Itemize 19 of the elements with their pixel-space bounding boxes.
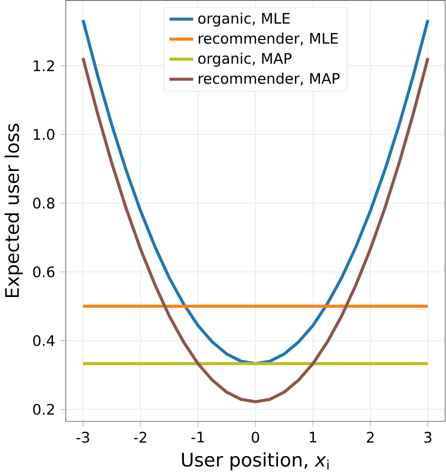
x-tick-label: 0 (252, 432, 260, 443)
legend-label: recommender, MLE (199, 32, 338, 46)
y-tick-label: 0.8 (33, 198, 55, 209)
x-tick-label: 3 (424, 432, 432, 443)
x-tick-label: -2 (134, 432, 147, 443)
y-tick-label: 0.4 (33, 335, 55, 346)
y-tick-label: 0.6 (33, 266, 55, 278)
x-axis-title: User position, x$_{i}$ (182, 452, 329, 470)
y-axis-title: Expected user loss (4, 124, 23, 298)
y-tick-label: 1.2 (34, 60, 54, 72)
x-tick-label: 1 (310, 432, 316, 442)
y-tick-label: 0.2 (33, 404, 54, 415)
legend-label: recommender, MAP (199, 72, 340, 86)
x-tick-label: -3 (76, 432, 90, 443)
x-tick-label: -1 (192, 432, 204, 442)
y-tick-label: 1.0 (34, 128, 55, 140)
legend-label: organic, MAP (198, 52, 292, 67)
legend-label: organic, MLE (198, 12, 290, 27)
x-tick-label: 2 (367, 432, 374, 443)
